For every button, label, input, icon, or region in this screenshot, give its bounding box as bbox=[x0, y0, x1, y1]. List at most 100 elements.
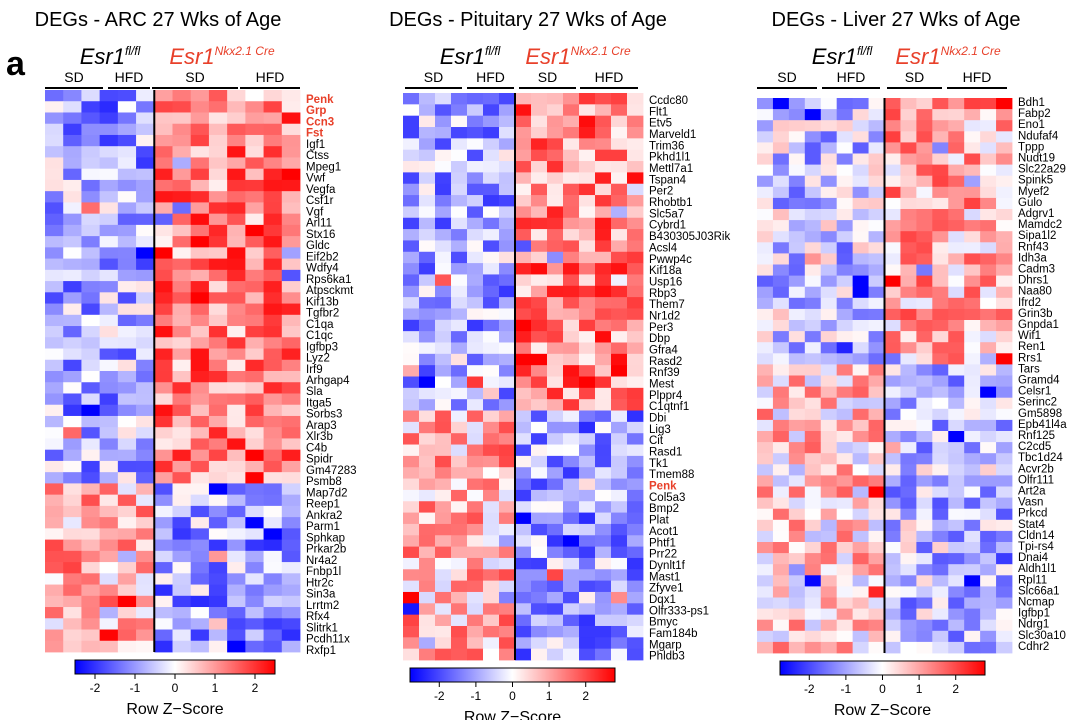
heatmap-cell bbox=[996, 275, 1013, 288]
heatmap-cell bbox=[227, 202, 246, 215]
heatmap-cell bbox=[63, 528, 82, 540]
colorbar-tick-label: -2 bbox=[804, 682, 815, 696]
gene-label: Zfyve1 bbox=[649, 583, 684, 595]
heatmap-cell bbox=[515, 376, 532, 389]
heatmap-cell bbox=[627, 263, 644, 275]
heatmap-cell bbox=[499, 467, 516, 479]
heatmap-cell bbox=[435, 501, 452, 513]
heatmap-cell bbox=[595, 353, 612, 366]
heatmap-cell bbox=[515, 138, 532, 151]
heatmap-cell bbox=[245, 269, 264, 282]
heatmap-cell bbox=[419, 297, 436, 309]
heatmap-cell bbox=[403, 138, 420, 151]
heatmap-cell bbox=[996, 220, 1013, 232]
heatmap-cell bbox=[81, 438, 101, 451]
heatmap-cell bbox=[515, 455, 532, 468]
heatmap-cell bbox=[884, 497, 901, 510]
heatmap-cell bbox=[81, 629, 101, 642]
heatmap-cell bbox=[579, 637, 596, 650]
heatmap-cell bbox=[263, 101, 283, 113]
heatmap-cell bbox=[852, 542, 869, 554]
heatmap-cell bbox=[81, 258, 101, 271]
heatmap-cell bbox=[483, 546, 500, 559]
gene-label: Mast1 bbox=[649, 571, 680, 583]
heatmap-cell bbox=[964, 431, 981, 443]
colorbar-tick-label: 2 bbox=[252, 681, 259, 695]
heatmap-cell bbox=[403, 240, 420, 253]
heatmap-cell bbox=[547, 467, 564, 479]
heatmap-cell bbox=[757, 342, 774, 354]
heatmap-cell bbox=[81, 584, 101, 597]
heatmap-cell bbox=[136, 517, 155, 529]
heatmap-cell bbox=[611, 399, 628, 411]
heatmap-cell bbox=[964, 264, 981, 276]
gene-label: Rnf39 bbox=[649, 367, 680, 379]
heatmap-cell bbox=[172, 224, 192, 237]
heatmap-cell bbox=[435, 523, 452, 536]
heatmap-cell bbox=[547, 285, 564, 298]
heatmap-cell bbox=[190, 337, 210, 349]
heatmap-cell bbox=[263, 393, 283, 406]
gene-label: Dbi bbox=[649, 413, 666, 425]
heatmap-cell bbox=[820, 431, 838, 443]
heatmap-cell bbox=[884, 186, 901, 199]
heatmap-cell bbox=[99, 224, 119, 237]
heatmap-cell bbox=[595, 444, 612, 457]
heatmap-cell bbox=[611, 308, 628, 321]
colorbar bbox=[74, 659, 276, 675]
heatmap-cell bbox=[99, 213, 119, 226]
heatmap-cell bbox=[595, 512, 612, 525]
heatmap-cell bbox=[136, 292, 155, 304]
gene-label: Csf1r bbox=[306, 195, 334, 207]
heatmap-cell bbox=[547, 104, 564, 117]
heatmap-cell bbox=[99, 618, 119, 630]
heatmap-cell bbox=[403, 625, 420, 638]
heatmap-cell bbox=[531, 591, 548, 604]
heatmap-cell bbox=[190, 348, 210, 361]
heatmap-cell bbox=[868, 375, 885, 387]
heatmap-cell bbox=[980, 508, 997, 521]
heatmap-cell bbox=[263, 505, 283, 518]
heatmap-cell bbox=[435, 580, 452, 593]
heatmap-cell bbox=[419, 535, 436, 547]
heatmap-cell bbox=[788, 419, 806, 432]
heatmap-cell bbox=[980, 353, 997, 365]
gene-label: B430305J03Rik bbox=[649, 231, 730, 243]
heatmap-cell bbox=[627, 297, 644, 309]
heatmap-cell bbox=[932, 442, 949, 454]
heatmap-cell bbox=[136, 269, 155, 282]
heatmap-cell bbox=[948, 275, 965, 288]
heatmap-cell bbox=[117, 505, 137, 518]
heatmap-cell bbox=[99, 236, 119, 248]
gene-label: Rrs1 bbox=[1018, 352, 1042, 364]
heatmap-cell bbox=[81, 168, 101, 181]
heatmap-cell bbox=[868, 98, 885, 110]
heatmap-cell bbox=[451, 591, 468, 604]
heatmap-cell bbox=[208, 326, 228, 338]
heatmap-cell bbox=[852, 197, 869, 210]
heatmap-cell bbox=[419, 319, 436, 332]
heatmap-cell bbox=[757, 641, 774, 654]
heatmap-cell bbox=[245, 359, 264, 372]
heatmap-cell bbox=[884, 275, 901, 288]
heatmap-cell bbox=[208, 584, 228, 597]
heatmap-cell bbox=[788, 508, 806, 521]
heatmap-cell bbox=[563, 240, 580, 253]
heatmap-cell bbox=[117, 90, 137, 102]
heatmap-cell bbox=[563, 478, 580, 491]
heatmap-cell bbox=[63, 483, 82, 496]
heatmap-cell bbox=[804, 419, 822, 432]
heatmap-cell bbox=[627, 387, 644, 400]
heatmap-cell bbox=[563, 161, 580, 173]
heatmap-cell bbox=[900, 608, 917, 621]
gene-label: Dnai4 bbox=[1018, 552, 1049, 564]
gene-label: Gulo bbox=[1018, 197, 1042, 209]
heatmap-cell bbox=[281, 101, 301, 113]
heatmap-cell bbox=[245, 472, 264, 484]
heatmap-cell bbox=[916, 353, 933, 365]
gene-label: Sphkap bbox=[306, 532, 345, 544]
heatmap-cell bbox=[531, 115, 548, 128]
heatmap-cell bbox=[980, 197, 997, 210]
gene-label: Pcdh11x bbox=[306, 634, 350, 646]
heatmap-cell bbox=[900, 320, 917, 332]
